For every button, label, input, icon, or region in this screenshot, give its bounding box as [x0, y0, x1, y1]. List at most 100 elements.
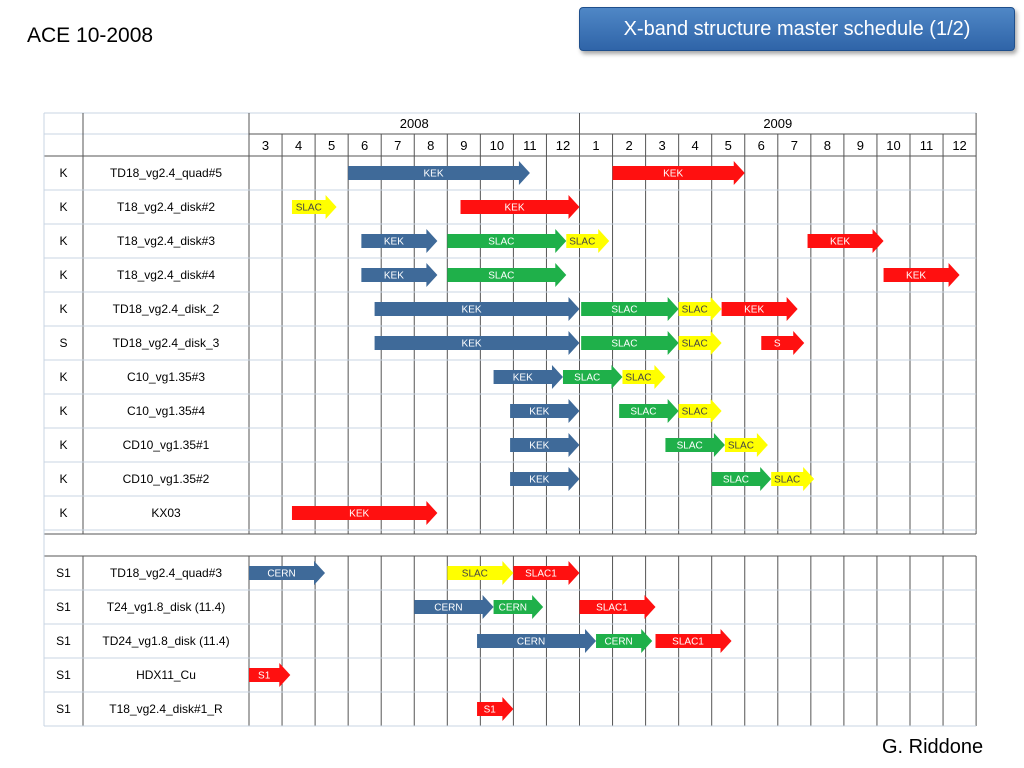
- row-code: K: [59, 268, 67, 282]
- bar-label: SLAC: [462, 569, 488, 580]
- year-label: 2009: [763, 116, 792, 131]
- bar-label: CERN: [267, 569, 295, 580]
- month-label: 8: [427, 138, 434, 153]
- row-code: S1: [56, 668, 71, 682]
- schedule-bar-kek: [510, 399, 580, 423]
- row-code: S1: [56, 634, 71, 648]
- row-code: K: [59, 200, 67, 214]
- bar-label: KEK: [830, 237, 850, 248]
- schedule-bar-red: [883, 263, 960, 287]
- bar-label: SLAC: [569, 237, 595, 248]
- structure-name: TD18_vg2.4_disk_3: [113, 336, 220, 350]
- schedule-bar-red: [761, 331, 805, 355]
- row-code: K: [59, 472, 67, 486]
- bar-label: KEK: [906, 271, 926, 282]
- bar-label: SLAC: [625, 373, 651, 384]
- schedule-bar-red: [513, 561, 580, 585]
- schedule-bar-slac-yellow: [447, 561, 514, 585]
- structure-name: T18_vg2.4_disk#4: [117, 268, 215, 282]
- structure-name: CD10_vg1.35#1: [123, 438, 210, 452]
- structure-name: T18_vg2.4_disk#3: [117, 234, 215, 248]
- schedule-bar-kek: [414, 595, 494, 619]
- structure-name: T18_vg2.4_disk#1_R: [109, 702, 223, 716]
- month-label: 11: [920, 138, 934, 153]
- bar-label: KEK: [384, 237, 404, 248]
- month-label: 9: [460, 138, 467, 153]
- bar-label: SLAC: [611, 339, 637, 350]
- schedule-bar-kek: [477, 629, 597, 653]
- schedule-bar-red: [291, 501, 438, 525]
- month-label: 12: [556, 138, 570, 153]
- schedule-bar-red: [579, 595, 656, 619]
- schedule-bar-kek: [361, 229, 438, 253]
- bar-label: KEK: [384, 271, 404, 282]
- row-code: S1: [56, 702, 71, 716]
- month-label: 11: [523, 138, 537, 153]
- slide-title: X-band structure master schedule (1/2): [579, 7, 1015, 51]
- schedule-bar-slac: [562, 365, 623, 389]
- bar-label: SLAC: [488, 237, 514, 248]
- row-code: K: [59, 506, 67, 520]
- schedule-bar-red: [655, 629, 732, 653]
- bar-label: SLAC1: [672, 637, 704, 648]
- row-code: S: [59, 336, 67, 350]
- bar-label: SLAC: [682, 305, 708, 316]
- schedule-bar-kek: [348, 161, 530, 185]
- bar-label: KEK: [505, 203, 525, 214]
- schedule-bar-kek: [510, 467, 580, 491]
- schedule-bar-red: [477, 697, 514, 721]
- month-label: 6: [758, 138, 765, 153]
- month-label: 12: [952, 138, 966, 153]
- month-label: 5: [328, 138, 335, 153]
- bar-label: SLAC: [728, 441, 754, 452]
- schedule-bar-slac-yellow: [622, 365, 666, 389]
- schedule-bar-slac: [711, 467, 772, 491]
- row-code: S1: [56, 600, 71, 614]
- year-label: 2008: [400, 116, 429, 131]
- structure-name: T24_vg1.8_disk (11.4): [107, 600, 226, 614]
- bar-label: SLAC1: [596, 603, 628, 614]
- schedule-bar-red: [249, 663, 291, 687]
- structure-name: TD18_vg2.4_quad#5: [110, 166, 222, 180]
- bar-label: SLAC: [296, 203, 322, 214]
- structure-name: C10_vg1.35#4: [127, 404, 205, 418]
- structure-name: KX03: [151, 506, 181, 520]
- bar-label: KEK: [529, 441, 549, 452]
- bar-label: KEK: [744, 305, 764, 316]
- month-label: 9: [857, 138, 864, 153]
- row-code: K: [59, 370, 67, 384]
- bar-label: CERN: [434, 603, 462, 614]
- month-label: 6: [361, 138, 368, 153]
- bar-label: CERN: [604, 637, 632, 648]
- schedule-bar-slac: [493, 595, 544, 619]
- structure-name: T18_vg2.4_disk#2: [117, 200, 215, 214]
- structure-name: TD24_vg1.8_disk (11.4): [102, 634, 229, 648]
- structure-name: TD18_vg2.4_disk_2: [113, 302, 220, 316]
- bar-label: S1: [258, 671, 271, 682]
- structure-name: HDX11_Cu: [136, 668, 196, 682]
- group-gap: [44, 534, 977, 556]
- schedule-bar-slac-yellow: [771, 467, 815, 491]
- schedule-bar-red: [807, 229, 884, 253]
- month-label: 1: [592, 138, 599, 153]
- row-code: S1: [56, 566, 71, 580]
- schedule-bar-kek: [374, 297, 580, 321]
- bar-label: SLAC: [488, 271, 514, 282]
- bar-label: KEK: [529, 475, 549, 486]
- schedule-bar-red: [612, 161, 745, 185]
- bar-label: SLAC: [682, 407, 708, 418]
- schedule-bar-slac: [596, 629, 653, 653]
- schedule-bar-slac: [619, 399, 679, 423]
- bar-label: SLAC: [723, 475, 749, 486]
- bar-label: KEK: [529, 407, 549, 418]
- month-label: 2: [625, 138, 632, 153]
- bar-label: SLAC: [611, 305, 637, 316]
- bar-label: SLAC: [682, 339, 708, 350]
- schedule-bar-slac: [447, 263, 567, 287]
- row-code: K: [59, 302, 67, 316]
- schedule-bar-red: [721, 297, 798, 321]
- bar-label: KEK: [424, 169, 444, 180]
- bar-label: KEK: [462, 339, 482, 350]
- schedule-bar-red: [460, 195, 580, 219]
